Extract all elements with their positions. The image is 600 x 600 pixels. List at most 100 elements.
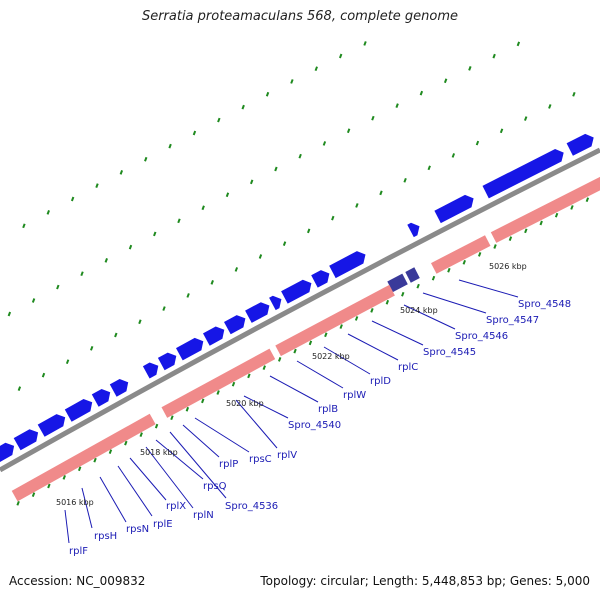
forward-gene-arrow bbox=[109, 379, 129, 397]
tick-mark bbox=[124, 440, 128, 446]
tick-mark bbox=[262, 365, 266, 370]
tick-mark bbox=[462, 259, 466, 265]
tick-mark bbox=[65, 359, 70, 365]
tick-mark bbox=[70, 196, 75, 202]
tick-mark bbox=[277, 356, 282, 362]
tick-mark bbox=[93, 457, 97, 463]
gene-callouts bbox=[64, 279, 519, 544]
tick-mark bbox=[62, 474, 66, 480]
gene-labels: rplF rpsH rpsN rplE rplX rplN rpsQ Spro_… bbox=[69, 299, 571, 557]
forward-gene-arrow bbox=[64, 399, 93, 422]
tick-mark bbox=[153, 231, 157, 237]
forward-gene-arrow bbox=[13, 429, 39, 451]
tick-mark bbox=[90, 345, 94, 351]
accession-text: Accession: NC_009832 bbox=[9, 574, 146, 588]
tick-mark bbox=[46, 210, 50, 215]
gene-label[interactable]: Spro_4547 bbox=[486, 315, 539, 326]
scale-label: 5024 kbp bbox=[400, 306, 438, 315]
gene-label[interactable]: rplC bbox=[398, 362, 418, 373]
tick-mark bbox=[41, 372, 46, 378]
backbone-line bbox=[0, 147, 600, 473]
callout-line bbox=[194, 417, 250, 453]
callout-line bbox=[155, 439, 204, 480]
gene-label[interactable]: rpsN bbox=[126, 524, 149, 535]
gene-label[interactable]: rplN bbox=[193, 510, 214, 521]
scale-labels: 5016 kbp 5018 kbp 5020 kbp 5022 kbp 5024… bbox=[56, 262, 527, 507]
selected-gene bbox=[405, 267, 420, 283]
tick-mark bbox=[346, 128, 351, 134]
tick-mark bbox=[447, 267, 451, 273]
gene-label[interactable]: Spro_4548 bbox=[518, 299, 571, 310]
gene-label[interactable]: rpsC bbox=[249, 454, 272, 465]
forward-gene-arrow bbox=[245, 302, 270, 323]
forward-gene-arrow bbox=[281, 279, 312, 304]
tick-mark bbox=[354, 316, 359, 321]
tick-mark bbox=[524, 116, 528, 121]
tick-mark bbox=[168, 143, 172, 149]
callout-line bbox=[347, 333, 399, 361]
callout-line bbox=[145, 446, 194, 509]
forward-gene-arrow bbox=[482, 149, 564, 199]
tick-mark bbox=[403, 177, 407, 183]
tick-mark bbox=[216, 390, 220, 395]
gene-label[interactable]: rplX bbox=[166, 501, 186, 512]
tick-mark bbox=[293, 348, 297, 354]
tick-mark bbox=[306, 228, 311, 234]
gene-label[interactable]: rplD bbox=[370, 376, 391, 387]
tick-mark bbox=[210, 280, 214, 285]
gene-label[interactable]: rplE bbox=[153, 519, 173, 530]
tick-mark bbox=[16, 500, 20, 506]
reverse-gene-band bbox=[431, 235, 491, 274]
tick-mark bbox=[265, 91, 270, 97]
map-title: Serratia proteamaculans 568, complete ge… bbox=[141, 9, 459, 24]
tick-mark bbox=[451, 153, 456, 158]
tick-mark bbox=[154, 423, 159, 429]
scale-label: 5016 kbp bbox=[56, 498, 94, 507]
gene-label[interactable]: rplW bbox=[343, 390, 366, 401]
tick-mark bbox=[339, 324, 343, 329]
scale-label: 5020 kbp bbox=[226, 399, 264, 408]
tick-marks bbox=[7, 41, 590, 506]
gene-label[interactable]: Spro_4546 bbox=[455, 331, 508, 342]
gene-label[interactable]: rplV bbox=[277, 450, 297, 461]
tick-mark bbox=[419, 90, 424, 96]
tick-mark bbox=[322, 141, 327, 146]
tick-mark bbox=[7, 311, 12, 317]
tick-mark bbox=[138, 319, 142, 325]
tick-mark bbox=[324, 332, 328, 338]
gene-label[interactable]: rpsH bbox=[94, 531, 117, 542]
tick-mark bbox=[572, 91, 576, 97]
reverse-gene-band bbox=[11, 413, 156, 502]
tick-mark bbox=[77, 466, 82, 472]
scale-label: 5026 kbp bbox=[489, 262, 527, 271]
tick-mark bbox=[499, 128, 504, 134]
tick-mark bbox=[241, 104, 245, 110]
gene-label[interactable]: Spro_4540 bbox=[288, 420, 341, 431]
callout-line bbox=[371, 320, 424, 346]
tick-mark bbox=[298, 153, 302, 159]
tick-mark bbox=[234, 267, 239, 272]
tick-mark bbox=[47, 483, 51, 489]
gene-label[interactable]: rplP bbox=[219, 459, 238, 470]
forward-gene-arrow bbox=[203, 326, 225, 346]
gene-label[interactable]: rplF bbox=[69, 546, 88, 557]
forward-gene-arrow bbox=[142, 362, 159, 379]
tick-mark bbox=[427, 165, 431, 171]
tick-mark bbox=[331, 215, 335, 221]
forward-gene-arrow bbox=[434, 194, 474, 224]
gene-label[interactable]: Spro_4545 bbox=[423, 347, 476, 358]
tick-mark bbox=[170, 415, 174, 421]
tick-mark bbox=[548, 104, 552, 109]
gene-label[interactable]: Spro_4536 bbox=[225, 501, 278, 512]
tick-mark bbox=[274, 166, 278, 172]
tick-mark bbox=[128, 244, 133, 250]
tick-mark bbox=[114, 332, 118, 338]
gene-label[interactable]: rplB bbox=[318, 404, 338, 415]
tick-mark bbox=[477, 252, 482, 257]
callout-line bbox=[169, 431, 227, 499]
gene-label[interactable]: rpsQ bbox=[203, 481, 227, 492]
tick-mark bbox=[539, 220, 543, 226]
tick-mark bbox=[401, 291, 405, 297]
